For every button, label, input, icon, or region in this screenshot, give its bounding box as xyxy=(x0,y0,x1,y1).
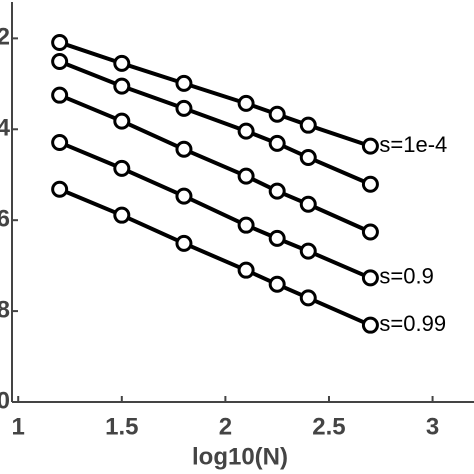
marker xyxy=(237,261,255,279)
series-label: s=0.99 xyxy=(379,311,446,336)
marker xyxy=(268,275,286,293)
x-axis-label: log10(N) xyxy=(192,443,288,470)
x-tick-label: 1 xyxy=(12,413,25,440)
series-label: s=1e-4 xyxy=(379,132,447,157)
marker xyxy=(237,94,255,112)
marker xyxy=(175,234,193,252)
marker xyxy=(51,33,69,51)
marker xyxy=(361,137,379,155)
marker xyxy=(237,216,255,234)
marker xyxy=(113,112,131,130)
marker xyxy=(113,206,131,224)
marker xyxy=(299,195,317,213)
marker xyxy=(268,229,286,247)
x-tick-label: 1.5 xyxy=(105,413,138,440)
marker xyxy=(237,167,255,185)
y-tick-label: 6 xyxy=(0,206,10,233)
marker xyxy=(268,134,286,152)
x-tick-label: 2.5 xyxy=(312,413,345,440)
marker xyxy=(175,99,193,117)
marker xyxy=(51,133,69,151)
marker xyxy=(299,148,317,166)
marker xyxy=(361,316,379,334)
marker xyxy=(175,140,193,158)
x-tick-label: 3 xyxy=(426,413,439,440)
marker xyxy=(268,182,286,200)
marker xyxy=(237,122,255,140)
marker xyxy=(361,223,379,241)
marker xyxy=(175,74,193,92)
marker xyxy=(299,289,317,307)
marker xyxy=(51,180,69,198)
marker xyxy=(113,77,131,95)
series-line xyxy=(59,40,372,148)
x-tick-label: 2 xyxy=(219,413,232,440)
marker xyxy=(113,159,131,177)
marker xyxy=(51,86,69,104)
y-tick-label: 4 xyxy=(0,115,11,142)
marker xyxy=(299,242,317,260)
y-tick-label: 0 xyxy=(0,387,10,414)
marker xyxy=(113,54,131,72)
y-tick-label: 8 xyxy=(0,296,10,323)
marker xyxy=(51,53,69,71)
series-line xyxy=(58,59,372,187)
marker xyxy=(268,105,286,123)
marker xyxy=(361,175,379,193)
series-label: s=0.9 xyxy=(379,264,433,289)
y-tick-label: 2 xyxy=(0,24,10,51)
marker xyxy=(361,269,379,287)
marker xyxy=(299,116,317,134)
marker xyxy=(175,187,193,205)
